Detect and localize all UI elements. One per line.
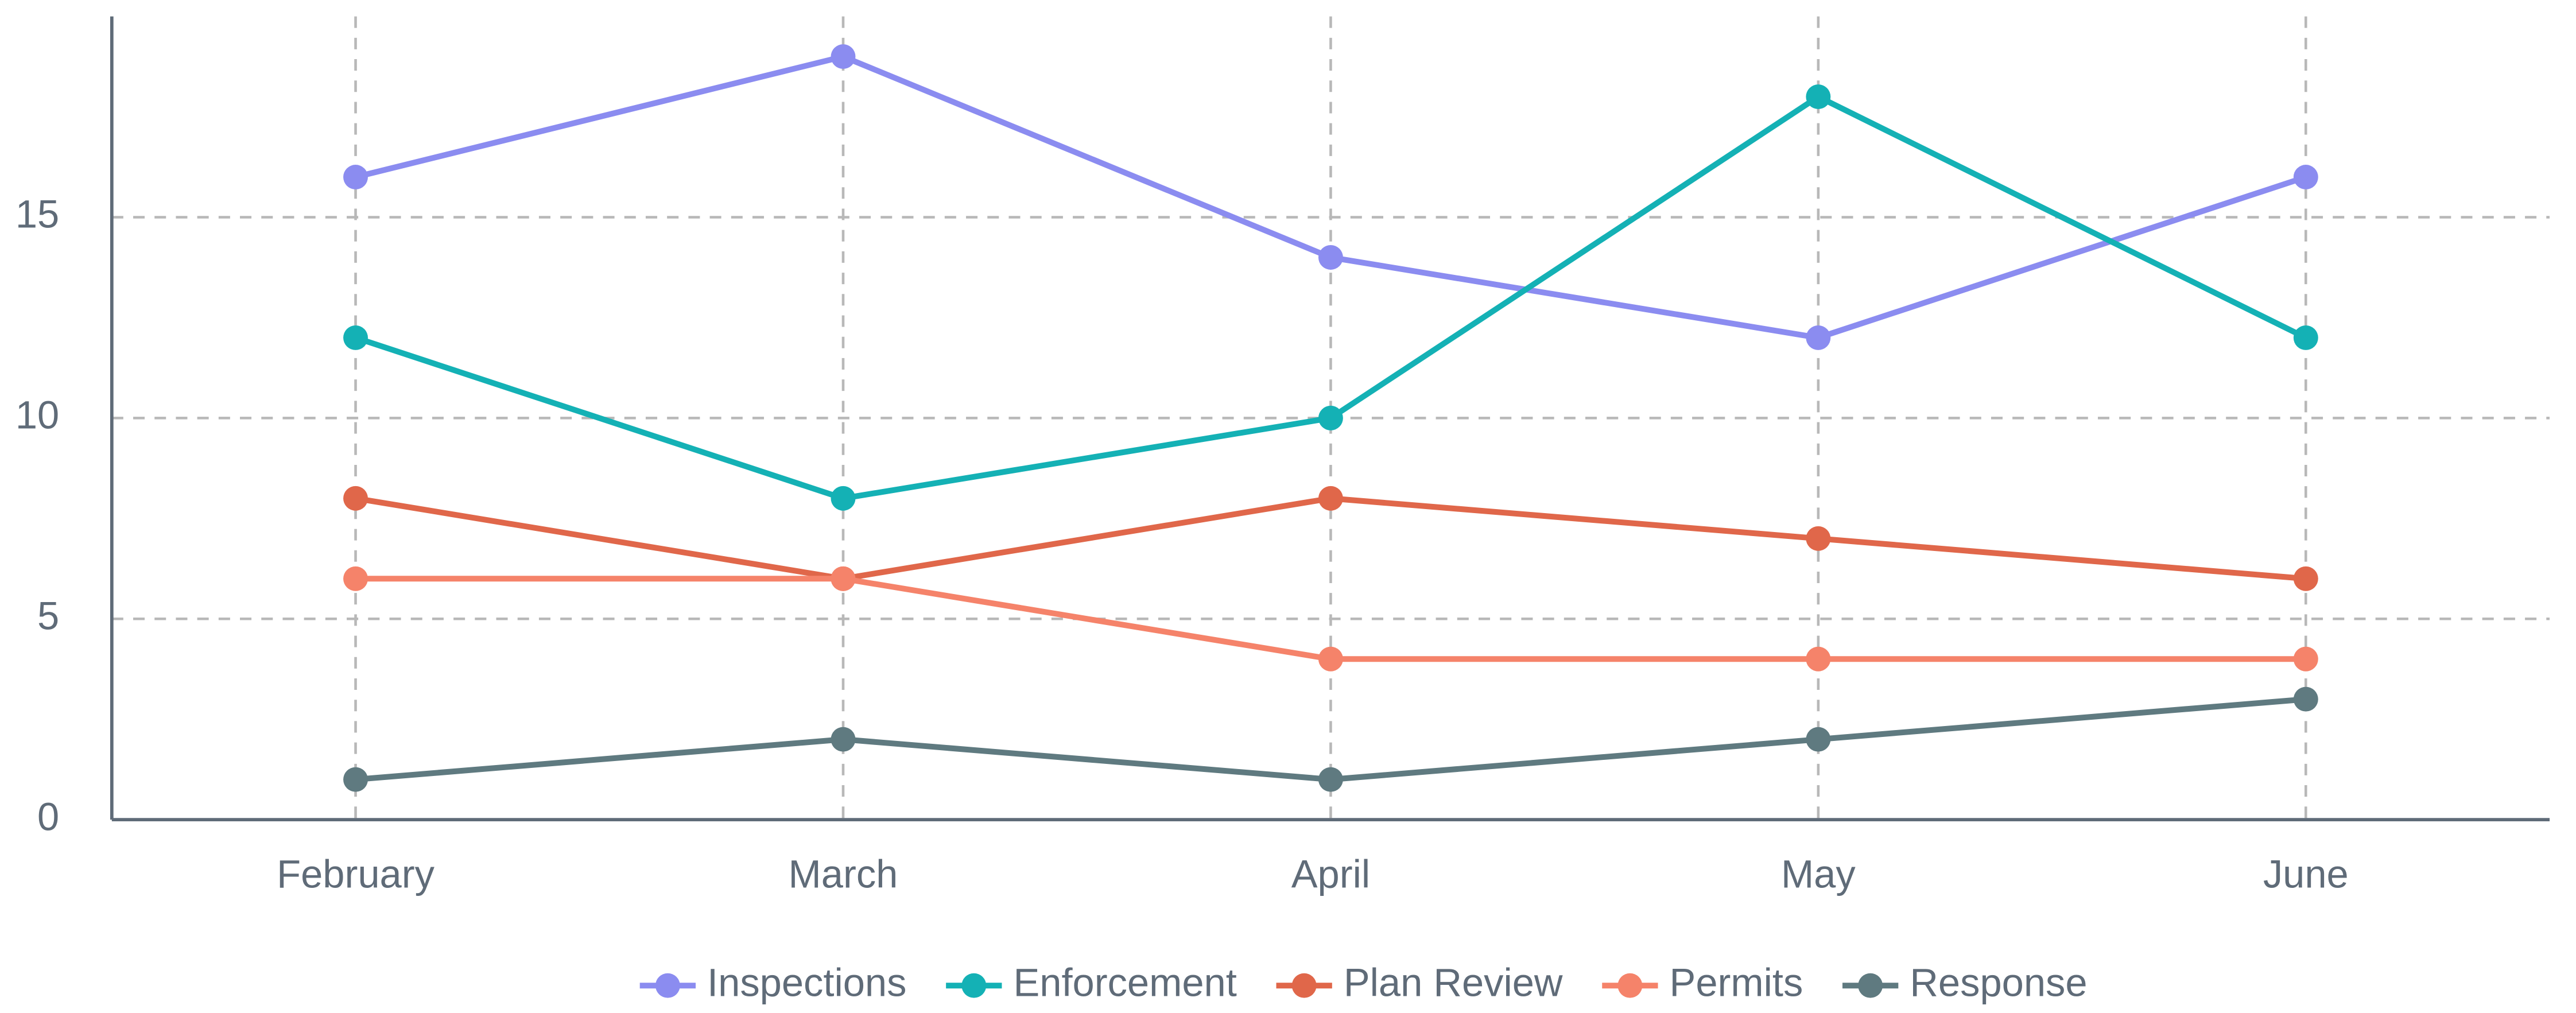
legend-label: Plan Review bbox=[1344, 960, 1563, 1004]
point bbox=[343, 165, 368, 189]
point bbox=[1806, 325, 1831, 350]
legend-item: Plan Review bbox=[1276, 960, 1563, 1004]
x-tick-label: March bbox=[789, 852, 898, 896]
legend-dot bbox=[961, 973, 987, 998]
point bbox=[831, 486, 856, 511]
point bbox=[1318, 245, 1343, 270]
point bbox=[2293, 325, 2318, 350]
legend-item: Permits bbox=[1602, 960, 1803, 1004]
legend-item: Inspections bbox=[639, 960, 906, 1004]
point bbox=[343, 566, 368, 591]
x-tick-label: May bbox=[1781, 852, 1856, 896]
point bbox=[2293, 686, 2318, 712]
legend-item: Enforcement bbox=[946, 960, 1237, 1004]
point bbox=[831, 727, 856, 752]
point bbox=[1806, 526, 1831, 551]
legend-dot bbox=[1858, 973, 1883, 998]
legend-label: Permits bbox=[1670, 960, 1803, 1004]
legend-dot bbox=[1291, 973, 1317, 998]
x-tick-label: June bbox=[2263, 852, 2349, 896]
point bbox=[1806, 646, 1831, 672]
point bbox=[343, 486, 368, 511]
y-tick-label: 10 bbox=[15, 393, 59, 437]
point bbox=[1806, 727, 1831, 752]
legend-label: Response bbox=[1910, 960, 2087, 1004]
legend-item: Response bbox=[1842, 960, 2088, 1004]
point bbox=[1318, 646, 1343, 672]
point bbox=[343, 767, 368, 792]
point bbox=[1318, 405, 1343, 430]
legend-dot bbox=[655, 973, 680, 998]
point bbox=[831, 566, 856, 591]
x-tick-label: February bbox=[277, 852, 434, 896]
point bbox=[831, 44, 856, 69]
y-tick-label: 5 bbox=[37, 593, 59, 638]
y-tick-label: 0 bbox=[37, 794, 59, 839]
legend-label: Inspections bbox=[707, 960, 906, 1004]
point bbox=[343, 325, 368, 350]
point bbox=[1318, 486, 1343, 511]
legend-dot bbox=[1617, 973, 1643, 998]
y-tick-label: 15 bbox=[15, 192, 59, 236]
x-tick-label: April bbox=[1291, 852, 1370, 896]
point bbox=[2293, 566, 2318, 591]
point bbox=[1806, 84, 1831, 110]
point bbox=[1318, 767, 1343, 792]
point bbox=[2293, 165, 2318, 189]
legend-label: Enforcement bbox=[1013, 960, 1236, 1004]
point bbox=[2293, 646, 2318, 672]
